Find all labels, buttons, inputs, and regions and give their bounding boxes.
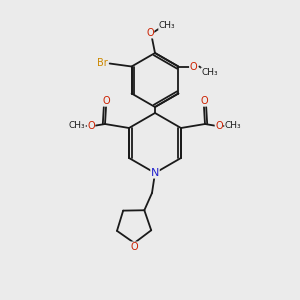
Text: CH₃: CH₃	[159, 20, 175, 29]
Text: CH₃: CH₃	[69, 122, 85, 130]
Text: O: O	[102, 96, 110, 106]
Text: CH₃: CH₃	[225, 122, 241, 130]
Text: N: N	[151, 168, 159, 178]
Text: CH₃: CH₃	[201, 68, 218, 77]
Text: O: O	[87, 121, 95, 131]
Text: O: O	[190, 61, 197, 71]
Text: O: O	[130, 242, 138, 252]
Text: O: O	[146, 28, 154, 38]
Text: Br: Br	[97, 58, 108, 68]
Text: O: O	[200, 96, 208, 106]
Text: O: O	[215, 121, 223, 131]
